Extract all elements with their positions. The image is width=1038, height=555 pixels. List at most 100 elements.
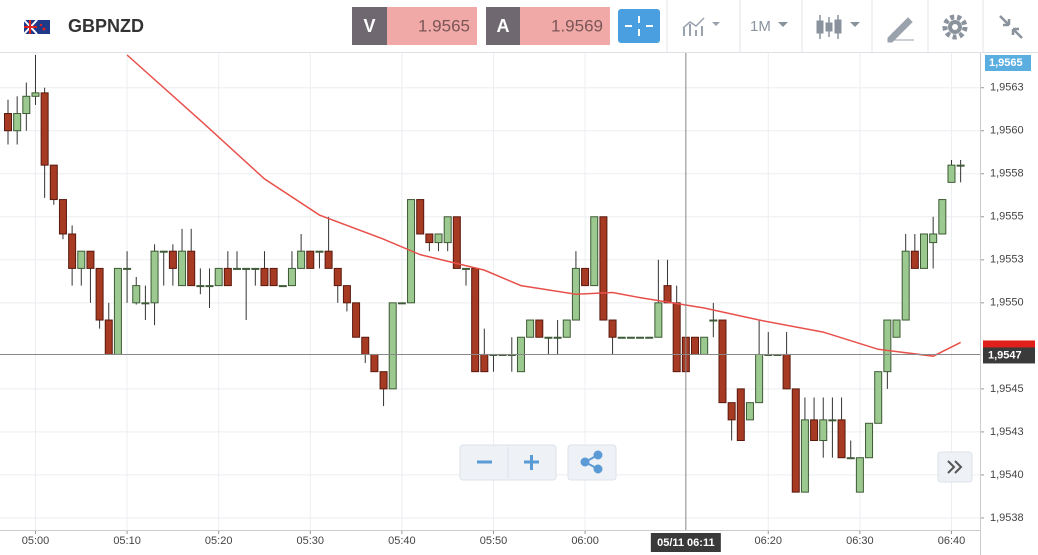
crosshair-price-bg [983, 347, 1035, 364]
candle-body [333, 267, 342, 287]
x-tick-label: 05:50 [480, 535, 508, 547]
y-tick-label: 1,9558 [990, 168, 1024, 180]
candle-body [22, 95, 31, 115]
candle-body [223, 267, 232, 287]
candle-body [938, 199, 947, 235]
sell-price-bg[interactable] [387, 7, 477, 45]
candle-body [95, 267, 104, 321]
candle-body [462, 267, 470, 270]
candle-body [388, 302, 397, 390]
candle-body [452, 216, 461, 269]
y-tick-label: 1,9545 [990, 383, 1024, 395]
candle-body [416, 199, 425, 235]
candle-body [178, 250, 187, 287]
share-bg[interactable] [567, 444, 617, 481]
candle-body [4, 113, 12, 132]
candle-body [901, 250, 910, 321]
candle-body [13, 113, 22, 132]
candle-body [49, 164, 58, 201]
y-tick-label: 1,9555 [990, 211, 1024, 223]
candle-body [141, 302, 150, 305]
candle-body [123, 267, 132, 270]
candle-body [672, 302, 681, 373]
scroll-end-button[interactable] [947, 460, 963, 474]
y-tick-label: 1,9563 [990, 82, 1024, 94]
candle-body [58, 199, 67, 235]
x-tick-label: 05:20 [205, 535, 233, 547]
candle-body [636, 336, 645, 339]
candle-body [645, 336, 654, 339]
x-tick-label: 05:40 [388, 535, 416, 547]
buy-price-bg[interactable] [520, 7, 610, 45]
x-tick-label: 06:20 [755, 535, 783, 547]
candle-body [113, 267, 122, 355]
candle-body [361, 336, 370, 355]
candle-body [617, 336, 626, 339]
candle-body [910, 250, 919, 269]
candle-body [544, 336, 553, 339]
x-tick-label: 05:30 [297, 535, 325, 547]
candle-body [425, 233, 434, 244]
candle-body [434, 233, 443, 244]
flag [23, 19, 50, 35]
candle-body [562, 319, 571, 338]
x-tick-label: 05:10 [113, 535, 141, 547]
candle-body [159, 250, 168, 253]
candle-body [626, 336, 635, 339]
candle-body [718, 319, 727, 404]
candle-body [736, 388, 745, 442]
crosshair-button[interactable] [618, 9, 660, 43]
candle-body [810, 419, 819, 442]
candle-body [608, 319, 617, 338]
plot-area: 05:00 05:10 05:20 05:30 05:40 05:50 06:00 06:20… [0, 53, 1035, 555]
candle-body [150, 250, 159, 304]
last-price-label: 1,9565 [989, 57, 1023, 69]
sell-label[interactable]: V [363, 16, 375, 36]
buy-label-bg[interactable] [486, 7, 520, 45]
candle-body [242, 267, 251, 270]
x-tick-label: 06:30 [846, 535, 874, 547]
timeframe[interactable]: 1M [750, 18, 771, 35]
zoom-in-button[interactable] [524, 455, 539, 470]
candle-body [132, 285, 141, 304]
candle-body [581, 267, 590, 287]
separators [666, 0, 984, 52]
toolbar: GBPNZD V 1.9565 A 1.9569 1M [0, 0, 1038, 53]
candle-body [168, 250, 177, 269]
candle-body [471, 267, 480, 373]
candle-body [352, 302, 361, 338]
x-tick-label: 06:00 [571, 535, 599, 547]
candle-body [553, 336, 562, 339]
candle-body [819, 419, 828, 442]
sell-price[interactable]: 1.9565 [418, 16, 470, 35]
fullscreen-button[interactable] [999, 15, 1023, 39]
candle-body [397, 302, 406, 305]
candle-body [883, 319, 892, 373]
candle-body [196, 285, 205, 288]
timeframe-caret[interactable] [778, 22, 788, 27]
buy-price[interactable]: 1.9569 [551, 16, 603, 35]
candle-body [782, 353, 791, 390]
candle-body [104, 319, 113, 355]
candle-body [874, 371, 883, 424]
candle-body [287, 267, 296, 287]
candle-body [800, 419, 809, 493]
candle-body [590, 216, 599, 287]
candle-body [846, 457, 855, 460]
candle-body [535, 319, 544, 338]
settings-button[interactable] [942, 14, 968, 40]
buy-label[interactable]: A [497, 16, 510, 36]
draw-button[interactable] [887, 17, 914, 43]
crosshair-price-label: 1,9547 [988, 349, 1022, 361]
candle-body [324, 250, 333, 269]
sell-label-bg[interactable] [352, 7, 387, 45]
candle-body [40, 92, 49, 166]
y-tick-label: 1,9553 [990, 254, 1024, 266]
candle-style-button[interactable] [816, 15, 860, 39]
candle-body [700, 336, 709, 355]
crosshair-time-bg [650, 533, 721, 552]
y-tick-label: 1,9550 [990, 297, 1024, 309]
chart-type-button[interactable] [682, 17, 720, 36]
candle-body [251, 267, 260, 270]
share-button[interactable] [580, 450, 603, 474]
